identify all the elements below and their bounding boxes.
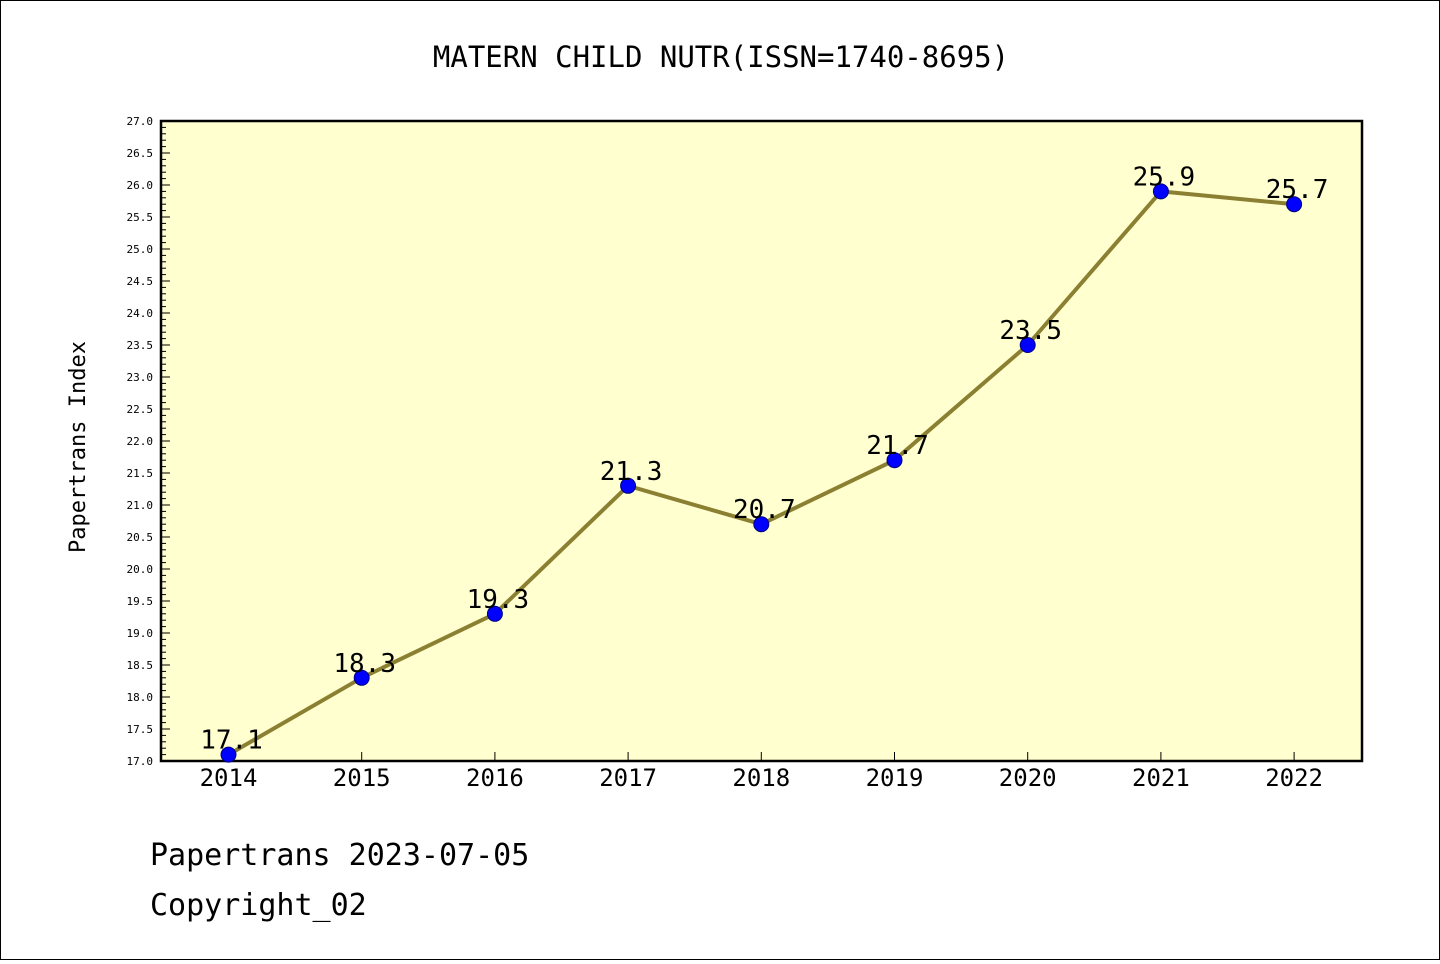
plot-area xyxy=(159,119,1364,763)
y-tick-label: 17.5 xyxy=(127,723,154,736)
y-tick-label: 18.5 xyxy=(127,659,154,672)
x-tick-label: 2019 xyxy=(866,764,924,792)
data-label: 17.1 xyxy=(200,726,263,756)
data-markers xyxy=(220,183,1303,763)
y-axis-label: Papertrans Index xyxy=(66,341,91,553)
x-tick-label: 2015 xyxy=(333,764,391,792)
data-label: 21.7 xyxy=(866,431,929,461)
y-tick-label: 26.5 xyxy=(127,147,154,160)
y-tick-label: 22.0 xyxy=(127,435,154,448)
y-tick-label: 25.5 xyxy=(127,211,154,224)
x-tick-label: 2018 xyxy=(732,764,790,792)
y-tick-label: 22.5 xyxy=(127,403,154,416)
y-tick-label: 21.5 xyxy=(127,467,154,480)
x-tick-label: 2022 xyxy=(1265,764,1323,792)
y-tick-label: 17.0 xyxy=(127,755,154,768)
y-tick-label: 24.5 xyxy=(127,275,154,288)
data-point xyxy=(1286,196,1303,213)
chart-title: MATERN CHILD NUTR(ISSN=1740-8695) xyxy=(433,40,1009,74)
data-point xyxy=(486,605,503,622)
data-label: 19.3 xyxy=(467,585,530,615)
data-label: 23.5 xyxy=(999,316,1062,346)
data-label: 21.3 xyxy=(600,457,663,487)
x-tick-label: 2020 xyxy=(999,764,1057,792)
footer-copyright: Copyright_02 xyxy=(150,888,367,923)
y-tick-label: 21.0 xyxy=(127,499,154,512)
data-point xyxy=(353,669,370,686)
y-tick-label: 23.0 xyxy=(127,371,154,384)
y-tick-label: 23.5 xyxy=(127,339,154,352)
y-tick-label: 26.0 xyxy=(127,179,154,192)
y-tick-label: 24.0 xyxy=(127,307,154,320)
data-label: 18.3 xyxy=(333,649,396,679)
data-label: 20.7 xyxy=(733,495,796,525)
data-labels: 17.1 18.3 19.3 21.3 20.7 21.7 23.5 25.9 25.7 xyxy=(200,162,1328,755)
y-axis: 17.0 17.5 18.0 18.5 19.0 19.5 20.0 20.5 21.0 21.5… xyxy=(127,115,170,768)
y-tick-label: 20.0 xyxy=(127,563,154,576)
x-tick-label: 2021 xyxy=(1132,764,1190,792)
data-point xyxy=(886,452,903,469)
x-tick-label: 2016 xyxy=(466,764,524,792)
y-tick-label: 18.0 xyxy=(127,691,154,704)
x-tick-label: 2014 xyxy=(200,764,258,792)
y-tick-label: 27.0 xyxy=(127,115,154,128)
data-label: 25.9 xyxy=(1133,162,1196,192)
data-point xyxy=(620,477,637,494)
data-point xyxy=(1152,183,1169,200)
data-point xyxy=(220,746,237,763)
data-point xyxy=(753,516,770,533)
footer-date: Papertrans 2023-07-05 xyxy=(150,838,529,873)
x-tick-label: 2017 xyxy=(599,764,657,792)
y-tick-label: 19.0 xyxy=(127,627,154,640)
y-tick-label: 20.5 xyxy=(127,531,154,544)
y-tick-label: 19.5 xyxy=(127,595,154,608)
data-point xyxy=(1019,337,1036,353)
x-axis: 2014 2015 2016 2017 2018 2019 2020 2021 2022 xyxy=(200,752,1323,792)
y-tick-label: 25.0 xyxy=(127,243,154,256)
data-label: 25.7 xyxy=(1266,175,1329,205)
